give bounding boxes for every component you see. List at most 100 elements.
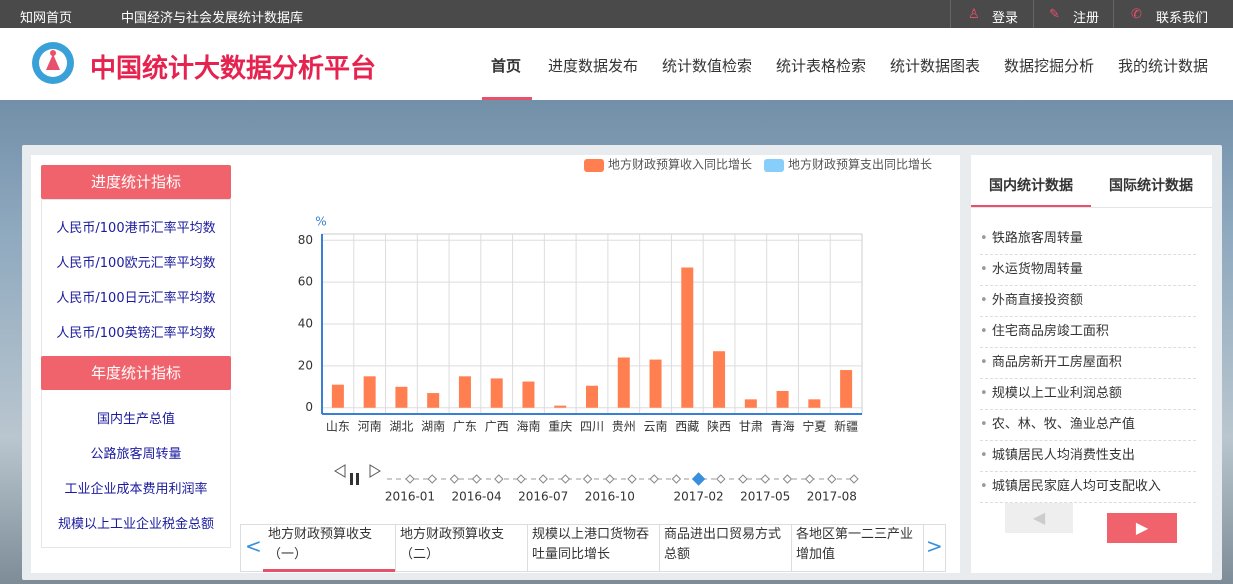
indicator-link[interactable]: 人民币/100日元汇率平均数 bbox=[56, 291, 216, 306]
indicator-link[interactable]: 工业企业成本费用利润率 bbox=[64, 482, 208, 497]
bar bbox=[681, 267, 694, 408]
timeline-point[interactable] bbox=[427, 474, 437, 484]
page-prev[interactable]: ◀ bbox=[1005, 503, 1073, 533]
nav-item[interactable]: 统计数值检索 bbox=[661, 57, 753, 75]
section-button[interactable]: 进度统计指标 bbox=[41, 165, 231, 199]
timeline-point[interactable] bbox=[560, 474, 571, 484]
x-tick-label: 湖南 bbox=[421, 419, 445, 434]
x-tick-label: 西藏 bbox=[675, 420, 699, 434]
item-text[interactable]: 城镇居民人均消费性支出 bbox=[991, 448, 1135, 463]
data-item[interactable]: • 水运货物周转量 bbox=[980, 255, 1196, 286]
nav-active-underline bbox=[482, 97, 532, 100]
site-title: 中国统计大数据分析平台 bbox=[90, 54, 377, 84]
logo bbox=[32, 42, 74, 84]
tab-prev[interactable]: < bbox=[245, 534, 262, 558]
timeline-point[interactable] bbox=[605, 474, 615, 484]
data-item[interactable]: • 规模以上工业利润总额 bbox=[980, 379, 1196, 410]
timeline-point[interactable] bbox=[649, 474, 659, 484]
timeline-point[interactable] bbox=[627, 474, 637, 484]
top-link[interactable]: 知网首页 bbox=[20, 11, 73, 26]
register[interactable]: 注册 bbox=[1073, 11, 1100, 26]
chart-tab[interactable]: 规模以上港口货物吞吐量同比增长 bbox=[527, 525, 660, 571]
timeline-point[interactable] bbox=[471, 474, 482, 484]
timeline-point[interactable] bbox=[782, 474, 793, 484]
timeline-point[interactable] bbox=[516, 474, 526, 484]
nav-item[interactable]: 进度数据发布 bbox=[547, 57, 639, 75]
next-button[interactable] bbox=[369, 464, 381, 478]
login[interactable]: 登录 bbox=[992, 11, 1019, 26]
top-link[interactable]: 中国经济与社会发展统计数据库 bbox=[121, 11, 304, 26]
indicator-link[interactable]: 人民币/100欧元汇率平均数 bbox=[56, 256, 216, 271]
data-item[interactable]: • 商品房新开工房屋面积 bbox=[980, 348, 1196, 379]
timeline-point[interactable] bbox=[671, 474, 682, 484]
timeline-point[interactable] bbox=[538, 474, 548, 484]
icon: ♙ bbox=[968, 7, 980, 22]
nav-item[interactable]: 首页 bbox=[490, 57, 522, 75]
chart-tab[interactable]: 地方财政预算收支（二） bbox=[395, 525, 528, 571]
nav-item[interactable]: 统计表格检索 bbox=[775, 57, 867, 75]
item-text[interactable]: 商品房新开工房屋面积 bbox=[991, 355, 1122, 370]
prev-button[interactable] bbox=[334, 464, 346, 478]
bar bbox=[363, 376, 376, 408]
indicator-link[interactable]: 规模以上工业企业税金总额 bbox=[57, 517, 214, 532]
timeline-label: 2017-08 bbox=[807, 490, 857, 504]
chart-tab[interactable]: 商品进出口贸易方式总额 bbox=[659, 525, 792, 571]
item-text[interactable]: 规模以上工业利润总额 bbox=[991, 386, 1122, 401]
bar bbox=[713, 351, 726, 408]
bar bbox=[490, 378, 503, 408]
page-next[interactable]: ▶ bbox=[1107, 513, 1177, 543]
item-text[interactable]: 农、林、牧、渔业总产值 bbox=[991, 417, 1135, 432]
data-tab[interactable]: 国际统计数据 bbox=[1109, 178, 1193, 194]
indicator-link[interactable]: 公路旅客周转量 bbox=[90, 447, 182, 462]
item-text[interactable]: 住宅商品房竣工面积 bbox=[991, 324, 1109, 339]
indicator-link[interactable]: 国内生产总值 bbox=[96, 412, 175, 427]
data-tab[interactable]: 国内统计数据 bbox=[989, 178, 1073, 194]
timeline-point[interactable] bbox=[738, 474, 748, 484]
x-tick-label: 宁夏 bbox=[802, 419, 826, 434]
nav-item[interactable]: 我的统计数据 bbox=[1117, 57, 1209, 75]
bar bbox=[427, 393, 440, 408]
tab-active-underline bbox=[971, 205, 1091, 208]
x-tick-label: 陕西 bbox=[707, 419, 731, 434]
section-button[interactable]: 年度统计指标 bbox=[41, 356, 231, 390]
timeline-point[interactable] bbox=[849, 474, 859, 484]
item-text[interactable]: 水运货物周转量 bbox=[991, 262, 1083, 277]
timeline-point[interactable] bbox=[405, 474, 415, 484]
timeline-point[interactable] bbox=[691, 472, 706, 486]
x-tick-label: 海南 bbox=[516, 419, 540, 434]
bullet: • bbox=[980, 448, 992, 463]
chart-tab[interactable]: 各地区第一二三产业增加值 bbox=[791, 525, 924, 571]
timeline-point[interactable] bbox=[494, 474, 504, 484]
bullet: • bbox=[980, 417, 992, 432]
contact[interactable]: 联系我们 bbox=[1156, 11, 1209, 26]
data-item[interactable]: • 外商直接投资额 bbox=[980, 286, 1196, 317]
timeline-point[interactable] bbox=[449, 474, 460, 484]
nav-item[interactable]: 统计数据图表 bbox=[889, 57, 981, 75]
timeline-point[interactable] bbox=[582, 474, 593, 484]
item-text[interactable]: 城镇居民家庭人均可支配收入 bbox=[991, 479, 1161, 494]
nav-item[interactable]: 数据挖掘分析 bbox=[1003, 57, 1095, 75]
data-item[interactable]: • 铁路旅客周转量 bbox=[980, 224, 1196, 255]
bullet: • bbox=[980, 324, 992, 339]
data-item[interactable]: • 住宅商品房竣工面积 bbox=[980, 317, 1196, 348]
legend-label: 地方财政预算支出同比增长 bbox=[788, 157, 932, 172]
y-tick-label: 80 bbox=[298, 233, 313, 247]
data-item[interactable]: • 农、林、牧、渔业总产值 bbox=[980, 410, 1196, 441]
pause-button[interactable] bbox=[350, 473, 353, 485]
indicator-link[interactable]: 人民币/100港币汇率平均数 bbox=[56, 221, 216, 236]
data-item[interactable]: • 城镇居民家庭人均可支配收入 bbox=[980, 472, 1196, 503]
timeline-point[interactable] bbox=[804, 474, 815, 484]
x-tick-label: 云南 bbox=[644, 419, 668, 434]
top-bar: 知网首页 中国经济与社会发展统计数据库 ♙ 登录 ✎ 注册 ✆ 联系我们 bbox=[0, 0, 1233, 28]
timeline-point[interactable] bbox=[827, 474, 837, 484]
timeline-point[interactable] bbox=[716, 474, 726, 484]
chart-tab[interactable]: 地方财政预算收支（一） bbox=[263, 525, 396, 571]
tab-next[interactable]: > bbox=[926, 534, 943, 558]
indicator-link[interactable]: 人民币/100英镑汇率平均数 bbox=[56, 326, 216, 341]
bar bbox=[617, 357, 630, 408]
timeline-point[interactable] bbox=[760, 474, 770, 484]
pause-button[interactable] bbox=[356, 473, 359, 485]
item-text[interactable]: 外商直接投资额 bbox=[991, 293, 1083, 308]
item-text[interactable]: 铁路旅客周转量 bbox=[991, 231, 1083, 246]
data-item[interactable]: • 城镇居民人均消费性支出 bbox=[980, 441, 1196, 472]
